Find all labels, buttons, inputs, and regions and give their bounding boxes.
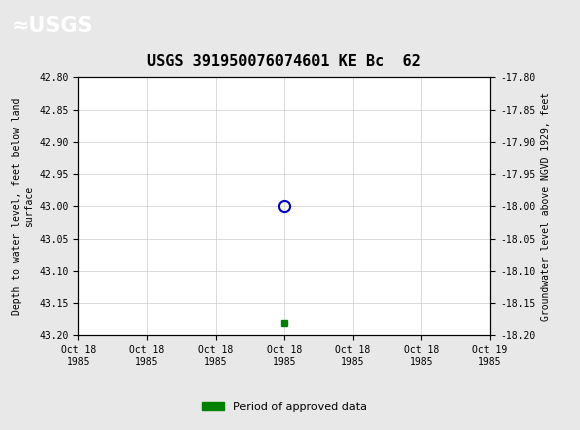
Y-axis label: Depth to water level, feet below land
surface: Depth to water level, feet below land su… xyxy=(12,98,34,315)
Text: ≈USGS: ≈USGS xyxy=(12,16,93,36)
Legend: Period of approved data: Period of approved data xyxy=(197,398,371,417)
Title: USGS 391950076074601 KE Bc  62: USGS 391950076074601 KE Bc 62 xyxy=(147,54,421,69)
Y-axis label: Groundwater level above NGVD 1929, feet: Groundwater level above NGVD 1929, feet xyxy=(541,92,550,321)
